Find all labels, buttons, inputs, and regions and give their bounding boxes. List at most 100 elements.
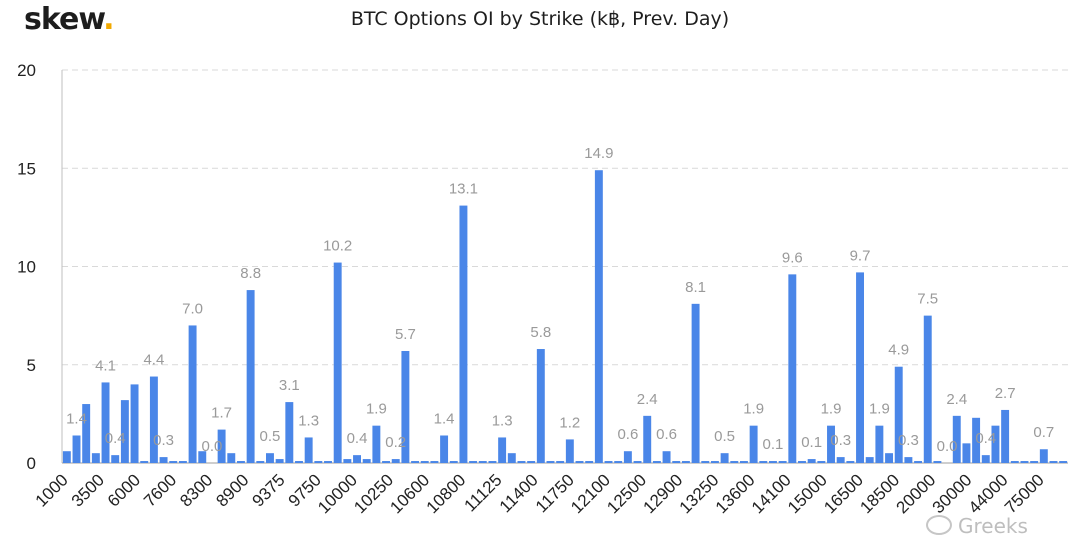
data-label: 0.5 <box>714 428 735 445</box>
data-label: 7.5 <box>917 291 938 308</box>
data-label: 2.4 <box>637 391 658 408</box>
bar <box>952 415 961 463</box>
bar <box>246 290 255 463</box>
bar <box>498 437 507 463</box>
x-tick-label: 15000 <box>784 470 831 517</box>
bar <box>1049 461 1058 463</box>
bar <box>62 451 71 463</box>
data-label: 8.1 <box>685 279 706 296</box>
bar <box>91 453 100 463</box>
bar <box>391 459 400 463</box>
data-label: 4.1 <box>95 357 116 374</box>
bar <box>546 461 555 463</box>
x-tick-label: 14100 <box>748 470 795 517</box>
x-tick-label: 12500 <box>603 470 650 517</box>
x-tick-label: 10000 <box>314 470 361 517</box>
bar <box>585 461 594 463</box>
x-tick-label: 13600 <box>712 470 759 517</box>
bar <box>817 461 826 463</box>
bar <box>324 461 332 463</box>
y-tick-label: 20 <box>17 61 36 80</box>
bar <box>130 384 139 463</box>
data-label: 9.7 <box>850 247 871 264</box>
bar <box>430 461 439 463</box>
y-tick-label: 15 <box>17 159 36 178</box>
data-label: 0.5 <box>260 428 281 445</box>
bar <box>517 461 526 463</box>
y-tick-label: 10 <box>17 258 36 277</box>
bar <box>188 325 197 463</box>
bar <box>236 461 245 463</box>
wechat-icon <box>926 515 952 535</box>
bar <box>72 435 81 463</box>
bar <box>536 349 545 463</box>
data-label: 0.3 <box>153 432 174 449</box>
data-label: 1.3 <box>298 412 319 429</box>
bar <box>314 461 323 463</box>
y-tick-label: 5 <box>27 356 36 375</box>
x-tick-label: 18500 <box>856 470 903 517</box>
bar <box>227 453 236 463</box>
bar <box>914 461 923 463</box>
bar <box>101 382 110 463</box>
bar <box>507 453 516 463</box>
data-label: 1.4 <box>434 410 455 427</box>
data-label: 13.1 <box>449 181 478 198</box>
bar <box>556 461 565 463</box>
bar <box>256 461 265 463</box>
bar <box>382 461 391 463</box>
bar <box>120 400 129 463</box>
data-label: 1.7 <box>211 405 232 422</box>
bar <box>111 455 120 463</box>
bar <box>295 461 303 463</box>
data-label: 1.2 <box>559 414 580 431</box>
bar <box>275 459 284 463</box>
x-tick-label: 11400 <box>496 470 542 516</box>
bar <box>730 461 739 463</box>
bar <box>749 425 758 463</box>
x-tick-label: 8300 <box>176 470 216 510</box>
data-label: 0.4 <box>975 430 996 447</box>
bar <box>1010 461 1019 463</box>
data-label: 14.9 <box>584 145 613 162</box>
bar <box>710 461 719 463</box>
bar <box>739 461 748 463</box>
bar <box>140 461 149 463</box>
bar <box>565 439 574 463</box>
data-label: 0.6 <box>656 426 677 443</box>
bar <box>981 455 990 463</box>
bar <box>1030 461 1039 463</box>
x-tick-label: 75000 <box>1001 470 1048 517</box>
data-label: 10.2 <box>323 238 352 255</box>
bar <box>875 425 884 463</box>
bar <box>362 459 371 463</box>
data-label: 5.7 <box>395 326 416 343</box>
bar <box>778 461 787 463</box>
bar <box>623 451 632 463</box>
bar <box>865 457 874 463</box>
data-label: 0.4 <box>347 430 368 447</box>
x-tick-label: 13250 <box>676 470 723 517</box>
data-label: 0.3 <box>830 432 851 449</box>
bar <box>449 461 458 463</box>
bar <box>807 459 816 463</box>
bar <box>401 350 410 463</box>
bar <box>575 461 584 463</box>
bar <box>459 205 468 463</box>
bar <box>846 461 855 463</box>
data-label: 0.1 <box>763 436 784 453</box>
bar <box>856 272 864 463</box>
bar <box>1020 461 1029 463</box>
data-label: 4.4 <box>143 352 164 369</box>
bar <box>885 453 894 463</box>
x-tick-label: 11125 <box>461 470 506 515</box>
y-tick-label: 0 <box>27 454 36 473</box>
x-tick-label: 11750 <box>532 470 578 516</box>
bar <box>633 461 642 463</box>
bar <box>991 425 1000 463</box>
bar <box>198 451 207 463</box>
bar <box>662 451 671 463</box>
data-label: 2.7 <box>995 385 1016 402</box>
bar <box>652 461 661 463</box>
